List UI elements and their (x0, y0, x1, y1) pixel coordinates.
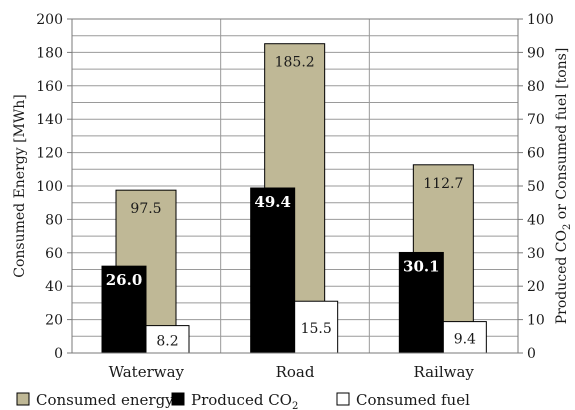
legend-label: Consumed fuel (356, 391, 470, 409)
right-tick-label: 90 (527, 45, 545, 61)
legend: Consumed energy Produced CO2 Consumed fuel (16, 391, 470, 410)
right-axis-title: Produced CO2 or Consumed fuel [tons] (554, 48, 573, 325)
category-label: Waterway (109, 363, 185, 381)
bar-produced-co2 (101, 265, 147, 354)
left-tick-label: 0 (54, 346, 63, 362)
bar-consumed-fuel (442, 321, 487, 354)
left-tick-label: 180 (36, 45, 63, 61)
right-axis-title-part1: Produced CO (554, 230, 570, 324)
right-tick-label: 20 (527, 279, 545, 295)
bar-produced-co2 (398, 251, 444, 354)
legend-swatch (171, 392, 185, 406)
left-axis-ticks: 0 20 40 60 80 100 120 140 160 180 200 (36, 12, 72, 362)
bar-produced-co2 (250, 187, 296, 354)
left-axis-title: Consumed Energy [MWh] (12, 94, 28, 278)
data-label-consumed-fuel: 9.4 (454, 331, 476, 347)
bar-consumed-fuel (145, 325, 190, 354)
left-tick-label: 80 (45, 212, 63, 228)
right-tick-label: 100 (527, 12, 554, 28)
data-label-consumed-fuel: 15.5 (301, 321, 332, 337)
data-label-consumed-energy: 112.7 (423, 176, 463, 192)
left-tick-label: 120 (36, 146, 63, 162)
legend-label: Consumed energy (36, 391, 174, 409)
right-axis-title-subscript: 2 (562, 224, 573, 230)
left-tick-label: 140 (36, 112, 63, 128)
left-tick-label: 20 (45, 313, 63, 329)
legend-swatch (336, 392, 350, 406)
left-tick-label: 60 (45, 246, 63, 262)
right-tick-label: 80 (527, 79, 545, 95)
data-label-consumed-energy: 97.5 (130, 201, 161, 217)
category-label: Railway (413, 363, 474, 381)
bar-consumed-fuel (294, 300, 339, 354)
right-axis-title-part2: or Consumed fuel [tons] (554, 48, 570, 224)
data-label-produced-co2: 49.4 (254, 193, 291, 211)
legend-swatch (16, 392, 30, 406)
right-tick-label: 0 (527, 346, 536, 362)
left-tick-label: 200 (36, 12, 63, 28)
data-label-produced-co2: 26.0 (106, 271, 143, 289)
left-tick-label: 160 (36, 79, 63, 95)
right-axis-ticks: 0 10 20 30 40 50 60 70 80 90 100 (518, 12, 554, 362)
legend-label: Produced CO2 (191, 391, 298, 410)
left-tick-label: 40 (45, 279, 63, 295)
category-label: Road (276, 363, 315, 381)
bars (101, 43, 487, 354)
data-label-consumed-energy: 185.2 (275, 55, 315, 71)
right-tick-label: 40 (527, 212, 545, 228)
data-label-consumed-fuel: 8.2 (156, 333, 178, 349)
data-label-produced-co2: 30.1 (403, 257, 440, 275)
left-tick-label: 100 (36, 179, 63, 195)
right-tick-label: 10 (527, 313, 545, 329)
right-tick-label: 50 (527, 179, 545, 195)
category-labels: Waterway Road Railway (109, 363, 475, 381)
data-labels: 97.5 26.0 8.2 185.2 49.4 15.5 112.7 30.1 9.4 (106, 55, 476, 350)
right-tick-label: 70 (527, 112, 545, 128)
right-tick-label: 30 (527, 246, 545, 262)
right-tick-label: 60 (527, 146, 545, 162)
